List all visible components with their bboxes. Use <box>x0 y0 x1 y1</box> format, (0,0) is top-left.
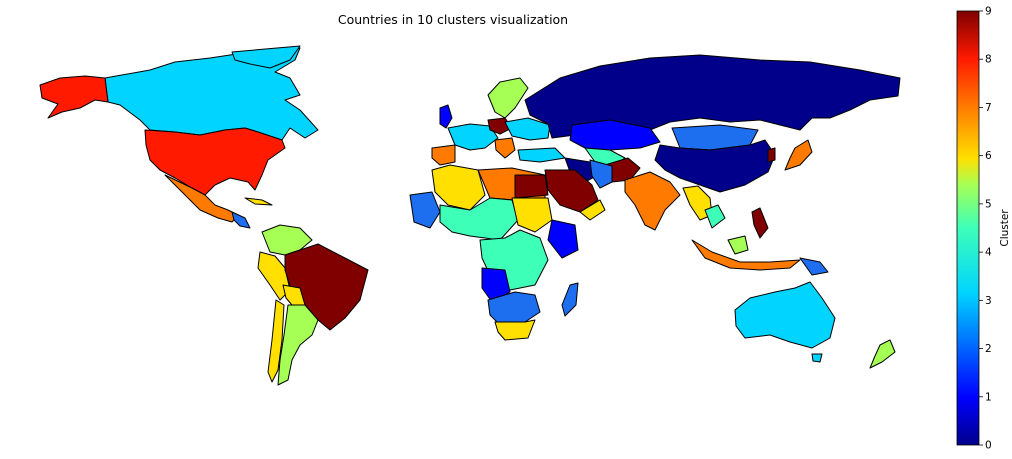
region-north-africa-west <box>431 164 486 211</box>
region-turkey <box>517 147 566 163</box>
region-cuba <box>244 197 273 206</box>
world-map <box>39 45 901 386</box>
region-tasmania <box>811 353 823 363</box>
region-new-zealand <box>869 339 896 369</box>
region-chile <box>267 299 285 383</box>
colorbar-tick-label: 7 <box>985 102 992 114</box>
region-sudan <box>511 197 553 233</box>
region-colombia-venezuela <box>261 224 313 256</box>
colorbar-tick-label: 5 <box>985 198 992 210</box>
colorbar: 0 1 2 3 4 5 6 7 8 9 Cluster <box>956 6 1011 452</box>
region-greenland <box>231 45 301 69</box>
colorbar-tick-label: 4 <box>985 247 992 259</box>
region-indochina <box>704 204 726 229</box>
region-india <box>624 171 681 231</box>
colorbar-tick-label: 2 <box>985 343 992 355</box>
region-eastern-europe <box>504 117 551 141</box>
region-saudi-arabia <box>544 169 599 213</box>
colorbar-label: Cluster <box>999 209 1011 247</box>
region-balkans <box>494 137 516 159</box>
region-iran <box>589 159 613 189</box>
region-philippines <box>751 207 769 239</box>
region-borneo <box>727 235 749 255</box>
region-china <box>654 139 776 193</box>
region-western-europe <box>447 123 499 151</box>
region-kazakhstan <box>569 119 661 151</box>
region-central-america <box>231 211 251 229</box>
region-southern-africa <box>487 291 541 326</box>
region-arabian-south <box>579 199 606 221</box>
map-title: Countries in 10 clusters visualization <box>337 12 569 27</box>
colorbar-tick-label: 6 <box>985 150 992 162</box>
region-usa <box>144 127 286 196</box>
region-new-guinea <box>799 257 829 276</box>
colorbar-tick-label: 1 <box>985 391 992 403</box>
colorbar-ticks: 0 1 2 3 4 5 6 7 8 9 <box>979 6 992 452</box>
region-iberia <box>431 144 456 166</box>
region-horn-africa <box>547 219 579 259</box>
colorbar-tick-label: 9 <box>985 6 992 18</box>
region-uk <box>439 104 453 129</box>
region-argentina <box>277 304 319 386</box>
region-west-africa <box>409 191 441 229</box>
region-egypt <box>514 174 549 199</box>
region-australia <box>734 281 836 349</box>
region-sahel <box>439 197 519 241</box>
colorbar-tick-label: 8 <box>985 54 992 66</box>
region-korea <box>767 147 776 163</box>
region-indonesia <box>691 239 801 271</box>
colorbar-gradient <box>956 10 980 446</box>
region-south-africa <box>494 319 536 341</box>
colorbar-tick-label: 3 <box>985 295 992 307</box>
region-japan <box>784 139 813 171</box>
colorbar-tick-label: 0 <box>985 440 992 452</box>
region-alaska <box>39 75 109 119</box>
region-madagascar <box>561 282 579 317</box>
region-scandinavia <box>487 77 529 119</box>
